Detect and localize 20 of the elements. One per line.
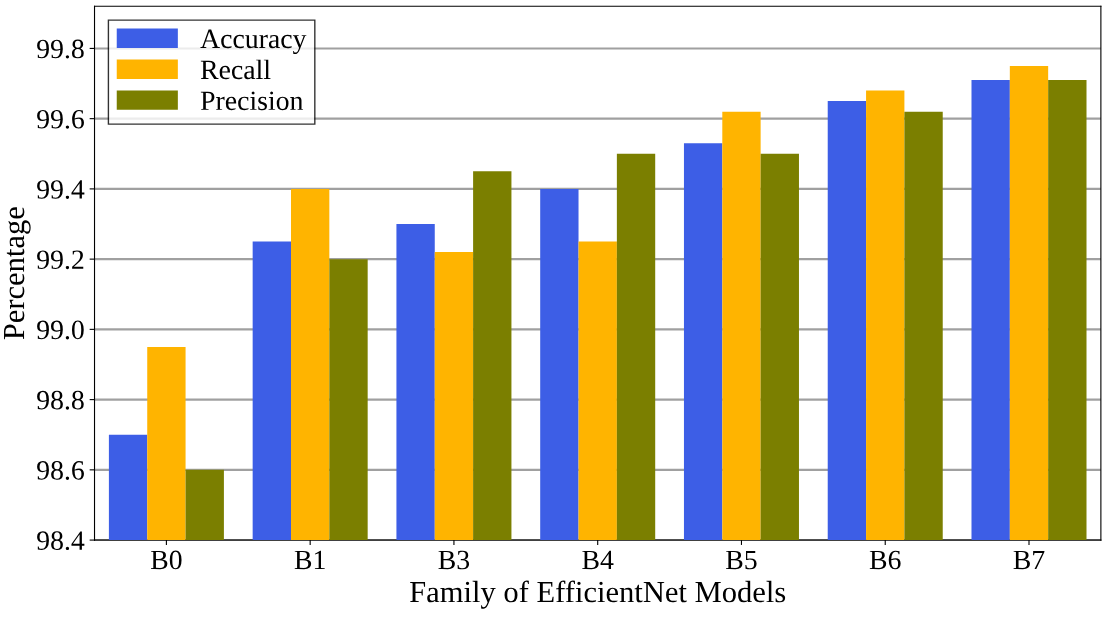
y-tick-label: 98.4 <box>37 531 85 551</box>
x-tick-label: B0 <box>150 550 182 570</box>
y-tick-label: 99.6 <box>37 109 84 129</box>
x-tick-label: B4 <box>582 550 614 570</box>
legend-label: Recall <box>200 59 271 80</box>
y-tick-label: 99.8 <box>37 39 84 59</box>
y-tick-label: 98.6 <box>37 461 84 480</box>
y-axis-title: Percentage <box>4 207 31 340</box>
y-tick-label: 99.2 <box>37 250 84 270</box>
x-tick-label: B6 <box>869 550 901 570</box>
x-axis-title: Family of EfficientNet Models <box>410 580 786 609</box>
y-tick-label: 98.8 <box>37 390 84 410</box>
x-tick-label: B7 <box>1013 550 1045 570</box>
y-tick-label: 99.4 <box>37 180 85 199</box>
y-tick-label: 99.0 <box>37 320 84 340</box>
x-tick-label: B5 <box>726 550 757 570</box>
legend-label: Precision <box>200 91 304 111</box>
x-tick-label: B3 <box>438 550 470 570</box>
legend-label: Accuracy <box>200 29 307 54</box>
x-tick-label: B1 <box>294 550 325 570</box>
